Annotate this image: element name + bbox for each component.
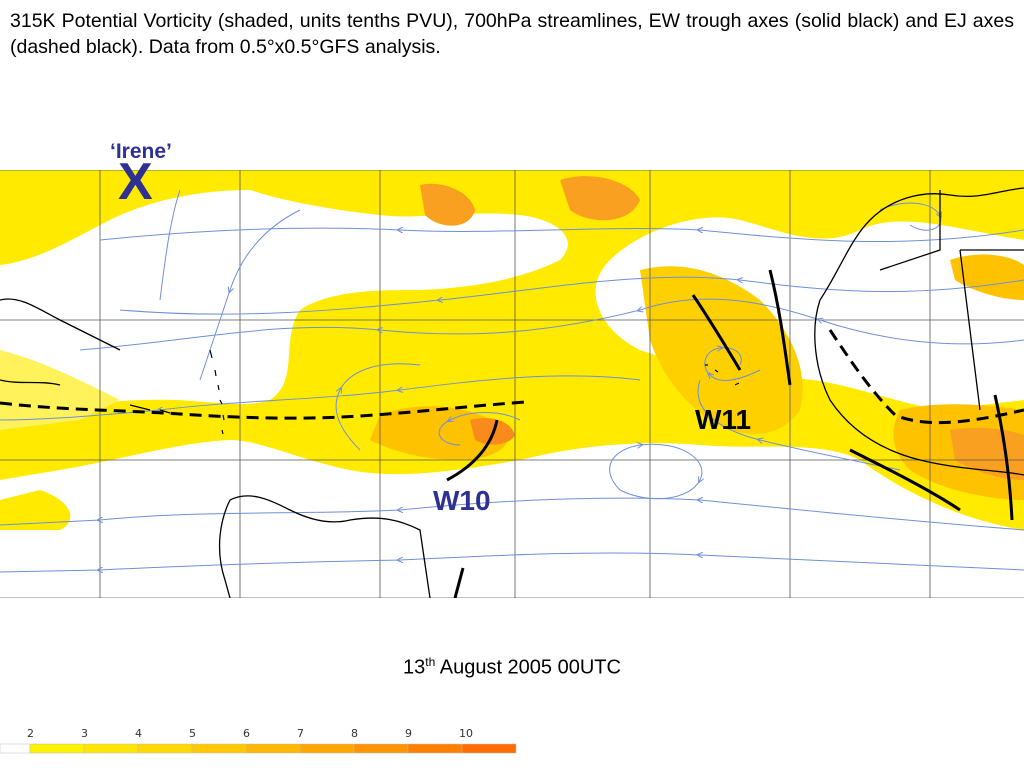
colorbar-swatch: [353, 743, 409, 754]
trough-axis-south: [453, 567, 465, 598]
colorbar-tick-label: 9: [405, 727, 412, 740]
w11-label: W11: [695, 404, 752, 435]
date-day: 13: [403, 656, 426, 679]
figure-caption: 315K Potential Vorticity (shaded, units …: [10, 10, 1014, 58]
trough-axis-east2: [993, 394, 1014, 521]
pv-colorbar: 2 3 4 5 6 7 8 9 10: [0, 727, 517, 754]
colorbar-swatch: [299, 743, 355, 754]
colorbar-tick-label: 3: [81, 727, 88, 740]
colorbar-swatch: [461, 743, 517, 754]
w10-label: W10: [433, 485, 491, 516]
colorbar-tick-label: 8: [351, 727, 358, 740]
irene-marker: X: [118, 153, 153, 211]
lat-lon-grid: [0, 170, 1024, 598]
colorbar-tick-label: 7: [297, 727, 304, 740]
colorbar-swatch: [83, 743, 139, 754]
colorbar-tick-label: 2: [27, 727, 34, 740]
trough-axis-w10: [446, 419, 499, 482]
colorbar-tick-label: 4: [135, 727, 142, 740]
coastlines: [0, 187, 1024, 598]
islands: [129, 349, 740, 435]
colorbar-tick-label: 10: [459, 727, 473, 740]
colorbar-swatch: [29, 743, 85, 754]
ej-axis-east: [828, 329, 1024, 425]
irene-label: ‘Irene’: [110, 140, 172, 163]
colorbar-tick-label: 5: [189, 727, 196, 740]
pv-streamline-map: [0, 170, 1024, 598]
colorbar-swatch: [0, 743, 31, 754]
date-rest: August 2005 00UTC: [435, 656, 621, 679]
ej-axis: [0, 400, 526, 420]
colorbar-swatch: [137, 743, 193, 754]
colorbar-swatch: [245, 743, 301, 754]
streamlines: [0, 189, 1024, 572]
colorbar-tick-label: 6: [243, 727, 250, 740]
trough-axis-east: [849, 448, 961, 512]
colorbar-swatch: [191, 743, 247, 754]
analysis-date: 13th August 2005 00UTC: [0, 655, 1024, 680]
date-suffix: th: [425, 655, 436, 669]
colorbar-swatch: [407, 743, 463, 754]
trough-axis-w11: [691, 294, 742, 371]
trough-axis-w11b: [768, 269, 792, 386]
